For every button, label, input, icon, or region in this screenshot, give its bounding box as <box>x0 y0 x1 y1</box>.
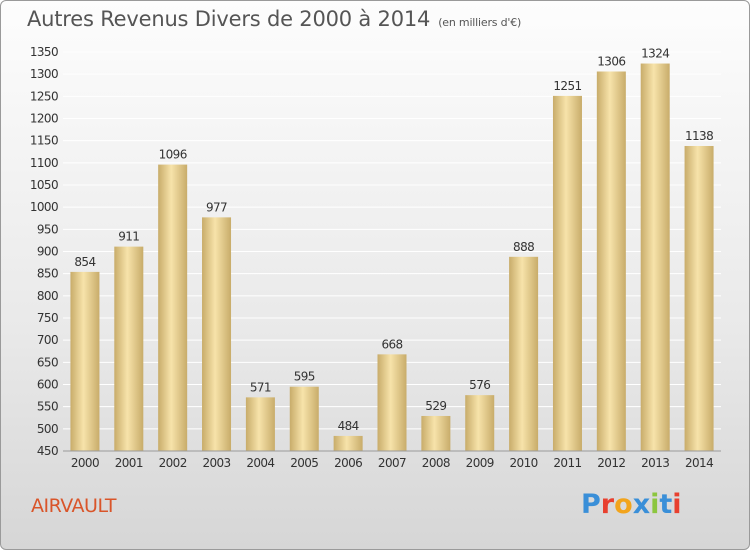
data-label: 854 <box>74 255 95 269</box>
chart-subtitle: (en milliers d'€) <box>438 16 522 29</box>
x-tick-label: 2006 <box>334 456 362 470</box>
data-label: 668 <box>381 337 402 351</box>
data-label: 911 <box>118 230 139 244</box>
bar-2001 <box>114 246 144 451</box>
x-tick-label: 2007 <box>378 456 406 470</box>
y-tick-label: 850 <box>37 267 58 281</box>
y-tick-label: 500 <box>37 422 58 436</box>
y-tick-label: 1200 <box>30 112 58 126</box>
bar-2011 <box>552 95 582 451</box>
x-tick-label: 2008 <box>422 456 450 470</box>
data-label: 595 <box>294 370 315 384</box>
y-tick-label: 950 <box>37 222 58 236</box>
y-tick-label: 1100 <box>30 156 58 170</box>
data-label: 1251 <box>553 79 581 93</box>
y-tick-label: 1250 <box>30 89 58 103</box>
proxiti-logo[interactable]: Proxiti <box>581 489 682 520</box>
data-label: 977 <box>206 200 227 214</box>
logo-letter: t <box>659 489 673 520</box>
data-label: 1306 <box>597 55 625 69</box>
bar-2014 <box>684 145 714 451</box>
bar-2003 <box>202 217 232 451</box>
bar-2002 <box>158 164 188 451</box>
y-tick-label: 1000 <box>30 200 58 214</box>
y-tick-label: 1050 <box>30 178 58 192</box>
bar-2004 <box>245 397 275 451</box>
y-tick-label: 600 <box>37 378 58 392</box>
y-tick-label: 450 <box>37 444 58 458</box>
x-tick-label: 2012 <box>597 456 625 470</box>
logo-letter: x <box>632 489 651 520</box>
y-tick-label: 800 <box>37 289 58 303</box>
data-label: 888 <box>513 240 534 254</box>
data-label: 571 <box>250 380 271 394</box>
chart-title-text: Autres Revenus Divers de 2000 à 2014 <box>27 7 431 31</box>
logo-letter: P <box>581 489 601 520</box>
y-tick-label: 750 <box>37 311 58 325</box>
logo-letter: i <box>672 489 682 520</box>
x-tick-label: 2001 <box>115 456 143 470</box>
y-tick-label: 550 <box>37 400 58 414</box>
bar-2013 <box>640 63 670 451</box>
x-tick-label: 2013 <box>641 456 669 470</box>
y-tick-label: 700 <box>37 333 58 347</box>
x-tick-label: 2005 <box>290 456 318 470</box>
logo-letter: r <box>600 489 615 520</box>
bar-2006 <box>333 435 363 451</box>
bar-2010 <box>509 256 539 451</box>
data-label: 1138 <box>685 129 713 143</box>
logo-letter: o <box>614 489 633 520</box>
data-label: 576 <box>469 378 490 392</box>
place-name: AIRVAULT <box>31 495 117 517</box>
y-tick-label: 1350 <box>30 45 58 59</box>
x-tick-label: 2000 <box>71 456 99 470</box>
bar-2005 <box>289 386 319 451</box>
bar-2009 <box>465 395 495 451</box>
logo-letter: i <box>650 489 660 520</box>
y-tick-label: 900 <box>37 245 58 259</box>
y-tick-label: 1150 <box>30 134 58 148</box>
data-label: 1096 <box>159 148 187 162</box>
bar-2012 <box>596 71 626 452</box>
x-tick-label: 2011 <box>553 456 581 470</box>
data-label: 1324 <box>641 47 669 61</box>
y-axis-ticks: 450 500 550 600 650 700 750 800 850 900 950 1000 105… <box>30 45 59 458</box>
y-tick-label: 650 <box>37 355 58 369</box>
x-tick-label: 2003 <box>202 456 230 470</box>
chart-title: Autres Revenus Divers de 2000 à 2014 (en … <box>27 7 521 31</box>
bar-2007 <box>377 354 407 451</box>
x-tick-label: 2004 <box>246 456 274 470</box>
data-label: 529 <box>425 399 446 413</box>
bars <box>70 63 714 452</box>
x-tick-label: 2002 <box>159 456 187 470</box>
x-tick-label: 2009 <box>466 456 494 470</box>
data-labels: 854 911 1096 977 571 595 484 668 529 576 888 1251 13… <box>74 47 713 433</box>
bar-2008 <box>421 415 451 451</box>
y-tick-label: 1300 <box>30 67 58 81</box>
x-tick-label: 2014 <box>685 456 713 470</box>
x-tick-label: 2010 <box>510 456 538 470</box>
bar-2000 <box>70 271 100 451</box>
data-label: 484 <box>338 419 359 433</box>
x-axis-ticks: 2000 2001 2002 2003 2004 2005 2006 2007 2008 2009… <box>71 456 714 470</box>
